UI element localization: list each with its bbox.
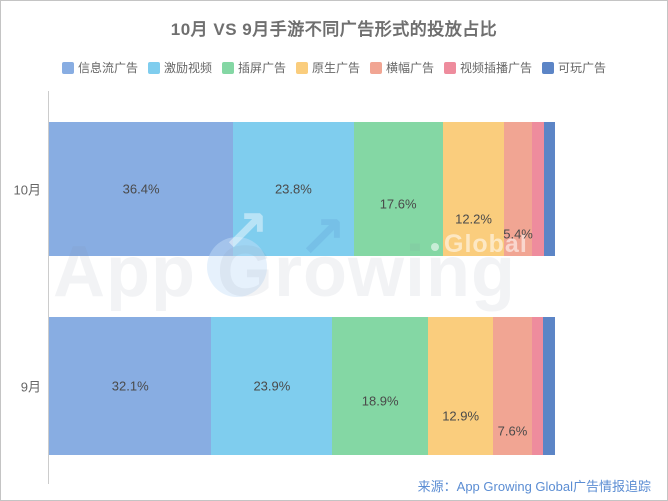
stacked-bar [49,122,555,256]
legend-item: 激励视频 [147,59,212,76]
segment-value-label: 23.9% [253,378,291,394]
category-label: 10月 [13,182,41,198]
legend-swatch [370,61,382,74]
y-axis-line [48,91,49,484]
bar-segment-激励视频 [211,317,333,455]
legend-swatch [542,61,555,74]
segment-value-label: 32.1% [111,378,149,394]
legend-swatch [147,61,160,74]
bar-segment-视频插播广告 [531,317,543,455]
legend-item: 可玩广告 [542,59,606,76]
legend-label: 信息流广告 [77,61,138,75]
legend-swatch [444,61,457,74]
legend-item: 信息流广告 [61,59,138,76]
bar-segment-原生广告 [427,317,494,455]
source-caption: 来源：App Growing Global广告情报追踪 [417,479,651,494]
legend: 信息流广告 激励视频 插屏广告 原生广告 横幅广告 视频插播广告 可玩广告 [1,59,667,76]
segment-value-label: 7.6% [497,423,528,439]
stacked-bar [49,317,555,455]
legend-label: 视频插播广告 [460,61,533,75]
legend-label: 激励视频 [163,61,212,75]
bar-segment-横幅广告 [504,122,532,256]
legend-item: 原生广告 [295,59,360,76]
segment-value-label: 12.9% [442,408,480,424]
bar-segment-原生广告 [442,122,505,256]
bar-segment-横幅广告 [493,317,532,455]
segment-value-label: 5.4% [503,226,533,242]
segment-value-label: 23.8% [274,181,312,197]
bar-segment-视频插播广告 [531,122,545,256]
category-label: 9月 [20,379,41,395]
legend-swatch [61,61,74,74]
bar-segment-可玩广告 [542,317,555,455]
legend-label: 可玩广告 [558,61,607,75]
legend-swatch [295,61,308,74]
legend-label: 插屏广告 [237,61,286,75]
legend-label: 横幅广告 [386,61,435,75]
chart-title: 10月 VS 9月手游不同广告形式的投放占比 [170,20,498,39]
bar-segment-可玩广告 [544,122,555,256]
bar-segment-插屏广告 [332,317,428,455]
segment-value-label: 17.6% [379,196,417,212]
segment-value-label: 12.2% [455,211,492,227]
segment-value-label: 36.4% [122,181,160,197]
bar-segment-信息流广告 [49,317,212,455]
legend-item: 横幅广告 [370,59,434,76]
bar-segment-插屏广告 [353,122,443,256]
segment-value-label: 18.9% [361,393,399,409]
legend-item: 视频插播广告 [444,59,532,76]
bar-segment-信息流广告 [49,122,234,256]
legend-label: 原生广告 [311,61,360,75]
legend-swatch [221,61,234,74]
legend-item: 插屏广告 [221,59,286,76]
bar-segment-激励视频 [233,122,354,256]
